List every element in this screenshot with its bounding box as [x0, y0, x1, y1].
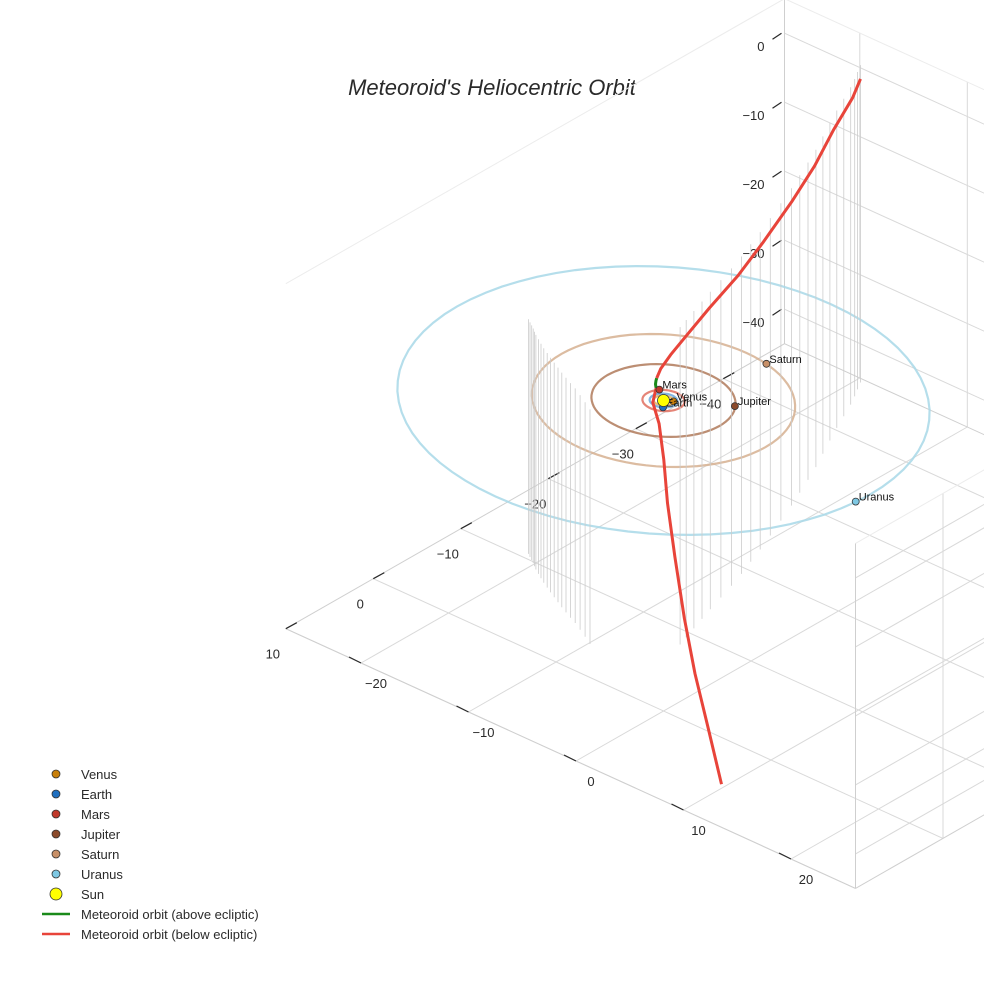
- y-tick-mark: [563, 754, 577, 762]
- planet-label: Jupiter: [738, 396, 771, 408]
- legend-dot-swatch: [51, 809, 61, 819]
- axis-grid: [285, 0, 984, 889]
- x-tick-mark: [460, 522, 473, 530]
- legend-label: Uranus: [81, 867, 123, 882]
- x-tick-mark: [373, 572, 385, 580]
- y-tick-mark: [671, 803, 684, 811]
- grid-line: [460, 528, 984, 768]
- planet-uranus: [851, 497, 860, 506]
- grid-line: [683, 637, 984, 811]
- x-tick-label: 10: [266, 647, 280, 662]
- z-tick-label: −10: [742, 108, 764, 123]
- drop-lines: [528, 65, 861, 645]
- box-edge: [784, 343, 984, 436]
- legend-dot-swatch: [51, 789, 61, 799]
- z-tick-mark: [772, 308, 782, 316]
- grid-line: [784, 101, 984, 194]
- grid-line: [784, 308, 984, 401]
- legend-dot-swatch: [51, 769, 61, 779]
- y-tick-label: −20: [365, 676, 387, 691]
- legend-label: Mars: [81, 807, 110, 822]
- x-tick-label: −10: [437, 547, 459, 562]
- sun-marker: [657, 394, 670, 407]
- meteoroid-orbit-above: [654, 377, 659, 389]
- grid-line: [855, 503, 984, 579]
- legend-dot-swatch: [51, 829, 61, 839]
- planet-label: Uranus: [859, 492, 895, 504]
- legend-label: Meteoroid orbit (below ecliptic): [81, 927, 257, 942]
- z-tick-mark: [772, 170, 782, 178]
- planet-label: Earth: [666, 397, 692, 409]
- box-edge: [285, 343, 785, 630]
- grid-line: [855, 779, 984, 855]
- y-tick-mark: [456, 705, 469, 713]
- x-tick-label: −30: [612, 447, 634, 462]
- z-tick-mark: [772, 101, 782, 109]
- legend-label: Sun: [81, 887, 104, 902]
- y-tick-label: 10: [691, 823, 705, 838]
- grid-line: [855, 710, 984, 786]
- grid-line: [373, 578, 944, 839]
- legend-dot-swatch: [51, 869, 61, 879]
- orbit-jupiter: [590, 362, 737, 439]
- x-tick-label: 0: [357, 597, 364, 612]
- legend-label: Saturn: [81, 847, 119, 862]
- legend-dot-swatch: [51, 849, 61, 859]
- z-tick-label: −40: [742, 315, 764, 330]
- box-edge: [855, 814, 984, 889]
- z-tick-label: −20: [742, 177, 764, 192]
- y-tick-mark: [348, 656, 362, 664]
- y-tick-label: −10: [472, 725, 494, 740]
- grid-line: [575, 527, 984, 762]
- orbit-earth: [648, 392, 679, 409]
- grid-line: [855, 641, 984, 717]
- z-tick-label: 0: [757, 39, 764, 54]
- planet-label: Venus: [677, 391, 708, 403]
- orbit-uranus: [396, 264, 931, 537]
- box-edge: [855, 469, 984, 544]
- grid-line: [723, 378, 984, 499]
- legend-label: Jupiter: [81, 827, 121, 842]
- meteoroid-trajectory: [651, 78, 862, 785]
- x-tick-mark: [723, 372, 735, 380]
- y-tick-label: 0: [587, 774, 594, 789]
- legend-label: Meteoroid orbit (above ecliptic): [81, 907, 259, 922]
- chart-title: Meteoroid's Heliocentric Orbit: [348, 75, 637, 100]
- meteoroid-orbit-below: [655, 78, 862, 379]
- planet-jupiter: [731, 402, 739, 411]
- grid-line: [790, 748, 984, 860]
- planet-label: Mars: [662, 380, 687, 392]
- grid-line: [855, 572, 984, 648]
- z-tick-mark: [772, 239, 782, 247]
- planet-venus: [669, 397, 678, 406]
- grid-line: [784, 239, 984, 332]
- legend-label: Venus: [81, 767, 118, 782]
- meteoroid-orbit-below: [651, 387, 723, 785]
- orbit-mars: [641, 388, 686, 413]
- box-edge: [786, 0, 984, 91]
- x-tick-mark: [285, 622, 298, 630]
- grid-line: [360, 377, 861, 664]
- box-edge: [285, 0, 784, 285]
- grid-line: [784, 32, 984, 125]
- legend-label: Earth: [81, 787, 112, 802]
- y-tick-label: 20: [799, 872, 813, 887]
- grid-line: [548, 478, 984, 678]
- grid-line: [468, 426, 968, 713]
- planet-mars: [655, 385, 664, 394]
- planet-saturn: [762, 359, 771, 368]
- x-tick-mark: [635, 422, 648, 430]
- planet-label: Saturn: [769, 354, 801, 366]
- y-tick-mark: [778, 852, 792, 860]
- grid-line: [635, 428, 984, 588]
- grid-line: [784, 170, 984, 263]
- legend-dot-swatch: [49, 887, 63, 901]
- z-tick-mark: [772, 32, 782, 40]
- legend: Venus Earth Mars Jupiter Saturn Uranus Sun Mete…: [42, 767, 259, 942]
